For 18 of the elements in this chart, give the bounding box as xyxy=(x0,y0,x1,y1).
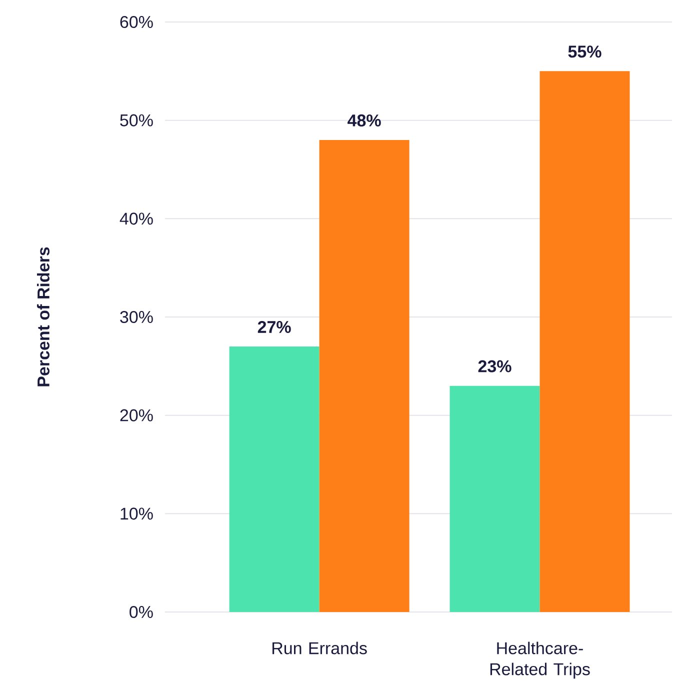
x-tick-label: Run Errands xyxy=(272,642,367,654)
y-tick-label: 60% xyxy=(120,16,153,28)
y-tick-label: 0% xyxy=(130,606,153,618)
x-tick-label: Healthcare-Related Trips xyxy=(490,642,590,679)
bar xyxy=(450,386,540,612)
y-axis-title: Percent of Riders xyxy=(37,247,50,386)
data-label: 55% xyxy=(568,46,602,58)
data-label: 23% xyxy=(478,360,512,372)
bar xyxy=(229,346,320,612)
y-tick-label: 20% xyxy=(120,409,153,422)
data-label: 27% xyxy=(258,320,291,333)
y-tick-label: 50% xyxy=(120,114,153,126)
y-tick-label: 10% xyxy=(120,508,153,520)
data-label: 48% xyxy=(348,114,381,126)
y-tick-label: 40% xyxy=(120,212,153,225)
bar xyxy=(319,140,410,612)
bar xyxy=(540,71,630,612)
y-tick-label: 30% xyxy=(120,310,153,324)
